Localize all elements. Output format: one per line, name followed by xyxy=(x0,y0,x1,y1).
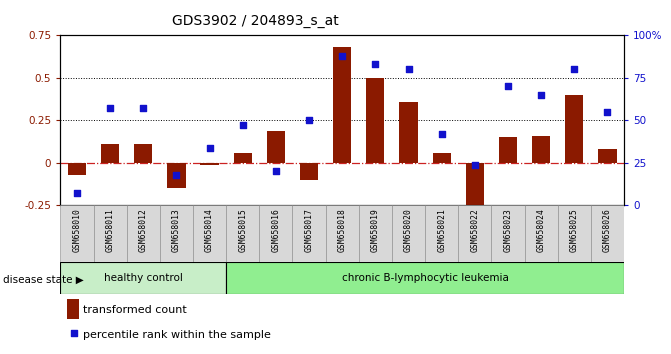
Bar xyxy=(392,205,425,264)
Bar xyxy=(366,78,384,163)
Bar xyxy=(499,137,517,163)
Bar xyxy=(226,205,259,264)
Bar xyxy=(491,205,525,264)
Bar xyxy=(93,205,127,264)
Bar xyxy=(599,149,617,163)
Point xyxy=(569,67,580,72)
Text: GSM658012: GSM658012 xyxy=(139,208,148,252)
Bar xyxy=(591,205,624,264)
Text: GSM658023: GSM658023 xyxy=(503,208,513,252)
Text: transformed count: transformed count xyxy=(83,305,187,315)
Point xyxy=(270,169,281,174)
Point xyxy=(436,131,447,137)
Text: GSM658019: GSM658019 xyxy=(371,208,380,252)
Point xyxy=(304,118,315,123)
Point xyxy=(370,62,380,67)
Bar xyxy=(325,205,359,264)
Bar xyxy=(259,205,293,264)
Text: GSM658022: GSM658022 xyxy=(470,208,479,252)
Bar xyxy=(267,131,285,163)
Bar xyxy=(359,205,392,264)
Bar xyxy=(60,262,226,294)
Point xyxy=(403,67,414,72)
Text: GSM658021: GSM658021 xyxy=(437,208,446,252)
Point xyxy=(105,105,115,111)
Bar xyxy=(565,95,583,163)
Bar xyxy=(160,205,193,264)
Bar xyxy=(458,205,491,264)
Point xyxy=(602,109,613,115)
Bar xyxy=(68,163,86,175)
Point xyxy=(171,172,182,178)
Bar xyxy=(127,205,160,264)
Text: GSM658011: GSM658011 xyxy=(105,208,115,252)
Bar xyxy=(532,136,550,163)
Point xyxy=(68,330,79,336)
Bar xyxy=(399,102,417,163)
Text: GSM658014: GSM658014 xyxy=(205,208,214,252)
Point xyxy=(535,92,546,98)
Point xyxy=(204,145,215,150)
Bar xyxy=(525,205,558,264)
Bar xyxy=(433,153,451,163)
Bar xyxy=(60,205,93,264)
Point xyxy=(72,190,83,196)
Bar xyxy=(234,153,252,163)
Point xyxy=(238,122,248,128)
Text: percentile rank within the sample: percentile rank within the sample xyxy=(83,330,271,339)
Text: GSM658017: GSM658017 xyxy=(305,208,313,252)
Text: GSM658015: GSM658015 xyxy=(238,208,247,252)
Point xyxy=(337,53,348,59)
Text: healthy control: healthy control xyxy=(104,273,183,283)
Bar xyxy=(226,262,624,294)
Text: GSM658018: GSM658018 xyxy=(338,208,347,252)
Bar xyxy=(101,144,119,163)
Point xyxy=(503,84,513,89)
Point xyxy=(470,162,480,167)
Text: GSM658016: GSM658016 xyxy=(271,208,280,252)
Text: chronic B-lymphocytic leukemia: chronic B-lymphocytic leukemia xyxy=(342,273,509,283)
Bar xyxy=(466,163,484,212)
Bar xyxy=(201,163,219,165)
Text: GSM658024: GSM658024 xyxy=(537,208,546,252)
Bar xyxy=(300,163,318,180)
Text: disease state ▶: disease state ▶ xyxy=(3,275,84,285)
Text: GSM658010: GSM658010 xyxy=(72,208,81,252)
Bar xyxy=(193,205,226,264)
Text: GSM658026: GSM658026 xyxy=(603,208,612,252)
Bar xyxy=(333,47,352,163)
Text: GSM658020: GSM658020 xyxy=(404,208,413,252)
Bar xyxy=(293,205,325,264)
Point xyxy=(138,105,149,111)
Bar xyxy=(558,205,591,264)
Text: GSM658025: GSM658025 xyxy=(570,208,579,252)
Text: GSM658013: GSM658013 xyxy=(172,208,181,252)
Text: GDS3902 / 204893_s_at: GDS3902 / 204893_s_at xyxy=(172,14,338,28)
Bar xyxy=(134,144,152,163)
Bar xyxy=(167,163,186,188)
Bar xyxy=(425,205,458,264)
